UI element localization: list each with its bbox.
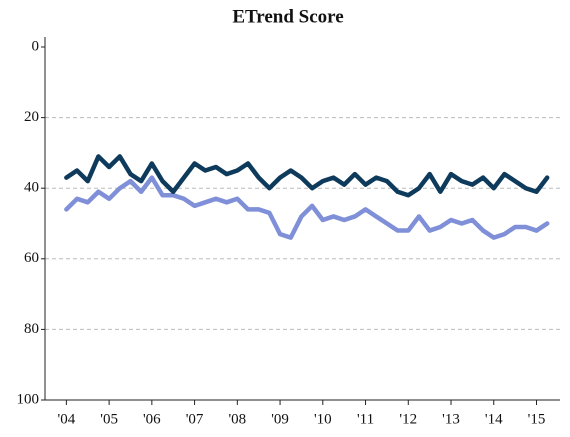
x-tick-label: '14 (485, 411, 503, 427)
y-tick-label: 40 (24, 180, 39, 196)
x-tick-label: '04 (58, 411, 76, 427)
y-tick-label: 20 (24, 109, 39, 125)
y-tick-label: 60 (24, 250, 39, 266)
y-tick-label: 0 (32, 38, 40, 54)
x-tick-label: '09 (271, 411, 289, 427)
x-tick-label: '13 (442, 411, 460, 427)
x-tick-label: '08 (228, 411, 246, 427)
x-tick-label: '05 (100, 411, 118, 427)
series-line (64, 175, 550, 240)
series-line (64, 154, 550, 198)
y-tick-label: 80 (24, 321, 39, 337)
x-tick-label: '10 (314, 411, 332, 427)
x-tick-label: '12 (399, 411, 417, 427)
chart-title: ETrend Score (232, 6, 343, 27)
x-tick-label: '06 (143, 411, 161, 427)
y-tick-label: 100 (17, 391, 40, 407)
x-tick-label: '11 (357, 411, 374, 427)
x-tick-label: '07 (186, 411, 204, 427)
x-tick-label: '15 (528, 411, 546, 427)
